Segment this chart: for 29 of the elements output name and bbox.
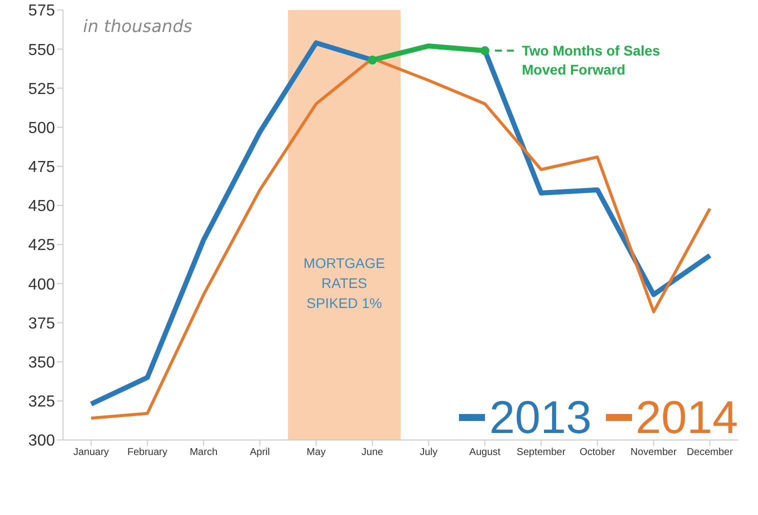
y-tick-label: 375 xyxy=(28,315,56,332)
x-tick-label: September xyxy=(516,447,566,458)
x-tick-label: May xyxy=(306,447,326,458)
x-tick-label: December xyxy=(686,447,734,458)
x-tick-label: October xyxy=(580,447,616,458)
legend-label: 2014 xyxy=(636,391,738,443)
x-tick-label: August xyxy=(469,447,501,458)
x-tick-label: January xyxy=(73,447,109,458)
y-tick-label: 500 xyxy=(28,120,56,137)
annotation: in thousands xyxy=(83,17,192,37)
y-tick-label: 450 xyxy=(28,198,56,216)
legend-label: 2013 xyxy=(489,391,592,443)
y-tick-label: 350 xyxy=(28,354,56,372)
x-tick-label: November xyxy=(630,447,678,458)
x-tick-label: February xyxy=(127,447,168,458)
y-tick-label: 425 xyxy=(28,237,56,254)
y-tick-label: 400 xyxy=(28,276,56,294)
y-tick-label: 550 xyxy=(28,42,56,59)
x-tick-label: July xyxy=(420,447,438,458)
x-tick-label: April xyxy=(250,447,270,458)
x-tick-label: June xyxy=(362,447,384,458)
y-tick-label: 300 xyxy=(28,432,56,450)
y-tick-label: 475 xyxy=(28,159,56,176)
x-tick-label: March xyxy=(190,447,218,458)
y-tick-label: 525 xyxy=(28,80,56,98)
y-tick-label: 325 xyxy=(28,394,56,411)
y-tick-label: 575 xyxy=(28,2,56,20)
annotation: Two Months of Sales Moved Forward xyxy=(522,42,660,78)
band-label: MORTGAGE RATES SPIKED 1% xyxy=(304,255,385,311)
